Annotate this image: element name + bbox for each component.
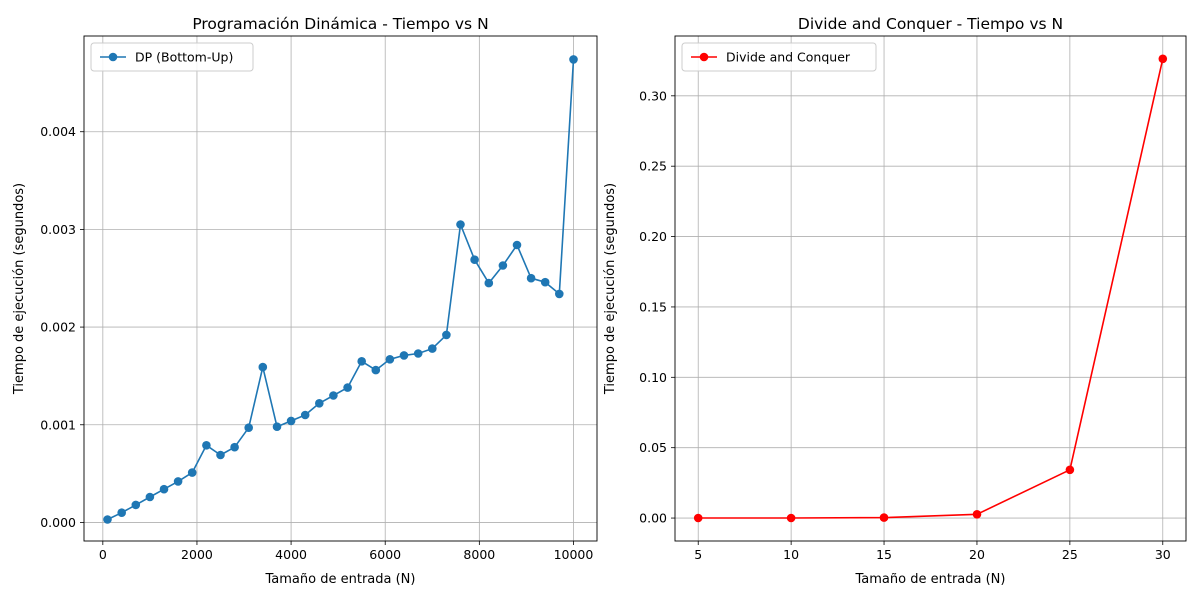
chart2-axes-frame (674, 35, 1187, 542)
chart2-y-tick-label: 0.20 (639, 229, 667, 244)
chart1-data-point (286, 416, 296, 426)
chart1-data-point (131, 500, 141, 510)
chart2-data-point (879, 513, 889, 522)
chart1-data-point (202, 441, 211, 450)
chart1-data-point (272, 422, 282, 432)
chart2-data-point (786, 513, 796, 523)
chart1-data-point (159, 484, 169, 494)
chart1-series-line (107, 59, 575, 521)
chart1-y-tick-label: 0.000 (40, 515, 76, 530)
chart1-legend-label: DP (Bottom-Up) (135, 50, 233, 65)
chart1-data-point (512, 240, 522, 250)
chart2-series-line (698, 58, 1164, 519)
chart1-data-point (484, 278, 494, 288)
chart1-data-point (371, 365, 381, 375)
chart2-x-tick-label: 15 (876, 547, 892, 562)
chart1-axes-frame (83, 35, 598, 542)
chart1-data-point (173, 477, 183, 486)
chart1-data-point (399, 351, 409, 360)
chart1-data-point (470, 255, 479, 264)
chart1-y-axis-label: Tiempo de ejecución (segundos) (12, 183, 27, 395)
chart1-x-tick-label: 2000 (181, 547, 213, 562)
chart1-x-tick-label: 0 (99, 547, 107, 562)
chart1-data-point (216, 450, 225, 460)
chart2-legend: Divide and Conquer (681, 42, 877, 72)
chart1-y-tick-label: 0.001 (40, 417, 76, 432)
chart1-data-point (357, 357, 367, 366)
chart1-data-point (540, 277, 550, 287)
chart1-y-tick-label: 0.003 (40, 222, 76, 237)
chart1-data-point (117, 508, 126, 517)
chart1-data-point (145, 492, 155, 502)
chart1-legend-marker (108, 52, 118, 62)
chart2-x-tick-label: 25 (1062, 547, 1078, 562)
chart2-y-tick-label: 0.15 (639, 299, 667, 314)
chart2-panel: 5 10 15 20 25 30 0.00 0.05 0.10 0.15 0.20 0.25 0.30 D… (603, 15, 1187, 587)
chart2-x-tick-label: 10 (783, 547, 799, 562)
chart1-data-point (230, 442, 239, 452)
chart1-data-point (442, 330, 451, 340)
chart1-data-point (315, 399, 324, 408)
chart1-title: Programación Dinámica - Tiempo vs N (192, 15, 488, 33)
chart2-legend-box (681, 42, 877, 72)
chart2-title: Divide and Conquer - Tiempo vs N (798, 15, 1063, 33)
chart2-data-point (972, 510, 982, 519)
chart1-data-point (555, 289, 564, 299)
chart1-y-tick-label: 0.004 (40, 124, 76, 139)
chart1-data-point (456, 220, 465, 229)
chart2-x-axis-label: Tamaño de entrada (N) (855, 572, 1006, 587)
chart2-x-tick-label: 30 (1155, 547, 1171, 562)
chart2-x-tick-label: 20 (969, 547, 985, 562)
chart2-y-axis-label: Tiempo de ejecución (segundos) (603, 183, 618, 395)
chart2-y-tick-label: 0.10 (639, 370, 667, 385)
chart1-y-tick-label: 0.002 (40, 320, 76, 335)
chart1-data-point (385, 355, 395, 364)
chart1-legend-box (90, 42, 254, 72)
chart2-legend-label: Divide and Conquer (726, 50, 851, 65)
chart2-legend-marker (699, 52, 709, 62)
chart2-data-point (693, 513, 703, 523)
chart1-x-axis-label: Tamaño de entrada (N) (265, 572, 416, 587)
chart1-data-point (526, 273, 536, 283)
chart1-data-point (103, 515, 112, 524)
chart1-x-tick-label: 10000 (554, 547, 594, 562)
chart2-data-point (1158, 54, 1168, 64)
chart2-y-tick-label: 0.00 (639, 511, 667, 526)
chart2-data-point (1065, 465, 1075, 475)
chart1-x-tick-label: 8000 (463, 547, 495, 562)
chart1-data-point (244, 423, 253, 433)
chart1-data-point (343, 383, 352, 392)
chart1-data-point (569, 55, 578, 64)
chart1-data-point (258, 362, 268, 372)
chart2-y-tick-label: 0.05 (639, 440, 667, 455)
chart1-data-point (300, 410, 310, 420)
chart1-data-point (428, 344, 437, 353)
chart2-y-tick-label: 0.30 (639, 88, 667, 103)
chart1-legend: DP (Bottom-Up) (90, 42, 254, 72)
chart1-data-point (329, 391, 338, 400)
chart1-panel: 0 2000 4000 6000 8000 10000 0.000 0.001 0.002 0.0… (12, 15, 598, 587)
chart2-x-tick-label: 5 (694, 547, 702, 562)
chart1-x-tick-label: 4000 (275, 547, 307, 562)
chart1-data-point (413, 349, 423, 358)
chart1-data-point (187, 468, 197, 477)
chart1-x-tick-label: 6000 (369, 547, 401, 562)
chart1-data-point (498, 261, 508, 270)
chart2-y-tick-label: 0.25 (639, 159, 667, 174)
